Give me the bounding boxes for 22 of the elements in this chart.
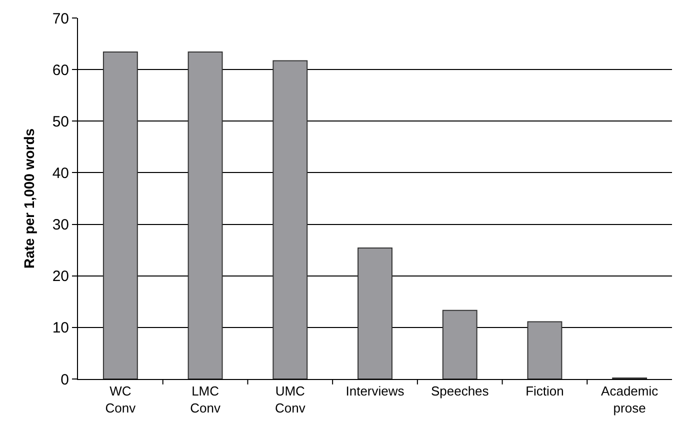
y-tick-label: 0: [60, 371, 69, 388]
x-tick-label: LMC Conv: [190, 384, 221, 416]
x-tick-label: Speeches: [430, 384, 490, 399]
bar: [442, 310, 478, 379]
y-axis-title: Rate per 1,000 words: [20, 128, 37, 269]
bar: [272, 60, 308, 379]
y-tick-label: 70: [52, 10, 69, 28]
bar: [358, 248, 392, 379]
y-tick-label: 50: [52, 113, 69, 130]
y-tick-label: 60: [52, 62, 69, 79]
y-tick-label: 40: [52, 164, 69, 182]
x-tick-label: WC Conv: [105, 384, 136, 416]
y-tick-label: 20: [52, 268, 69, 286]
x-tick-label: Academic prose: [601, 384, 659, 416]
y-tick-label: 10: [52, 320, 69, 337]
bar: [188, 52, 223, 379]
x-tick-label: Fiction: [526, 384, 564, 399]
x-tick-label: Interviews: [346, 384, 405, 399]
bar: [102, 52, 138, 379]
x-tick-label: UMC Conv: [274, 384, 306, 416]
bar: [527, 321, 562, 379]
y-tick-label: 30: [52, 216, 69, 234]
